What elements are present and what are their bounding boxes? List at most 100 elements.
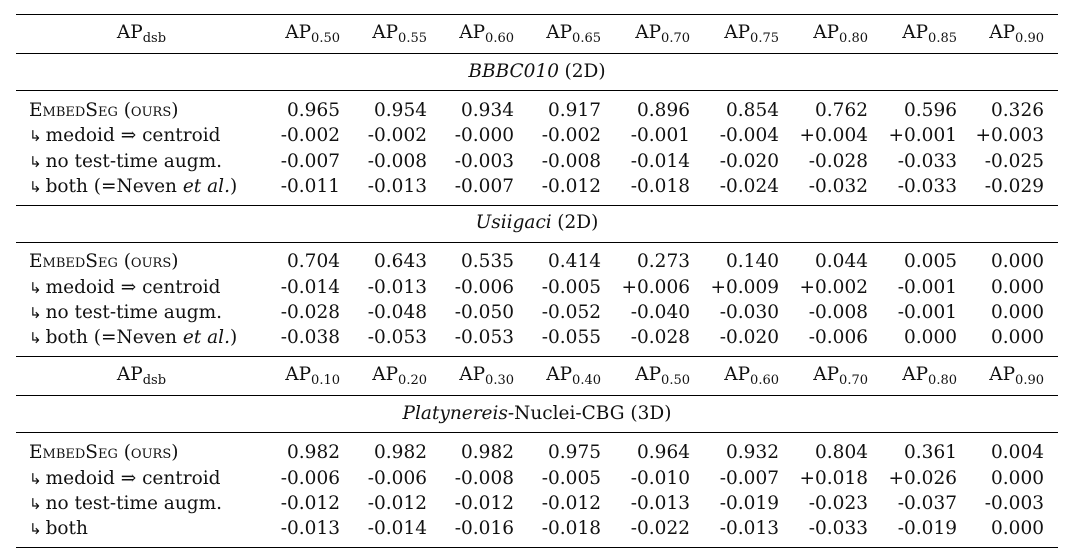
- dataset-title: Platynereis-Nuclei-CBG (3D): [16, 395, 1058, 434]
- value-cell: +0.018: [799, 467, 868, 489]
- method-end: ): [229, 175, 238, 197]
- value-cell: -0.007: [280, 150, 340, 172]
- dataset-name: BBBC010: [468, 60, 559, 82]
- value-cell: -0.040: [630, 302, 690, 324]
- sub-row-arrow-icon: ↳: [29, 469, 42, 488]
- dataset-name: Platynereis: [402, 402, 508, 424]
- method-name: EmbedSeg (ours): [29, 441, 179, 463]
- table-row: EmbedSeg (ours) 0.965 0.954 0.934 0.917 0.896…: [16, 91, 1058, 125]
- header-label: AP: [813, 21, 840, 43]
- column-header: AP0.55: [354, 14, 441, 54]
- value-cell: -0.033: [793, 516, 882, 548]
- method-name: medoid ⇒ centroid: [45, 125, 221, 147]
- header-subscript: 0.70: [661, 30, 690, 46]
- table-row: ↳ medoid ⇒ centroid -0.014 -0.013 -0.006 -0.0…: [16, 276, 1058, 301]
- header-subscript: 0.60: [750, 372, 779, 388]
- header-label: AP: [902, 363, 929, 385]
- column-header: AP0.70: [793, 356, 882, 397]
- header-subscript: 0.85: [928, 30, 957, 46]
- table-body: APdsb AP0.50 AP0.55 AP0.60 AP0.65 AP0.70 AP0.7…: [16, 14, 1058, 548]
- value-cell: -0.020: [719, 150, 779, 172]
- value-cell: 0.965: [287, 99, 340, 121]
- method-name: medoid ⇒ centroid: [45, 276, 221, 298]
- sub-row-arrow-icon: ↳: [29, 278, 42, 297]
- method-name: no test-time augm.: [45, 492, 223, 514]
- method-cell: ↳ both (=Neven et al.): [16, 326, 267, 357]
- value-cell: -0.014: [354, 516, 441, 548]
- value-cell: -0.020: [719, 327, 779, 349]
- value-cell: -0.004: [719, 125, 779, 147]
- metric-label-sub: dsb: [142, 372, 167, 388]
- value-cell: -0.001: [630, 125, 690, 147]
- value-cell: 0.932: [726, 441, 779, 463]
- value-cell: +0.006: [621, 276, 690, 298]
- value-cell: -0.014: [630, 150, 690, 172]
- header-subscript: 0.50: [311, 30, 340, 46]
- column-header: AP0.70: [615, 14, 704, 54]
- value-cell: -0.013: [367, 276, 427, 298]
- value-cell: -0.013: [704, 516, 793, 548]
- value-cell: -0.024: [719, 175, 779, 197]
- sub-row-arrow-icon: ↳: [29, 520, 42, 539]
- value-cell: 0.854: [726, 99, 779, 121]
- value-cell: -0.013: [367, 175, 427, 197]
- value-cell: -0.028: [808, 150, 868, 172]
- value-cell: -0.013: [630, 492, 690, 514]
- column-header: AP0.50: [615, 356, 704, 397]
- value-cell: -0.014: [280, 276, 340, 298]
- value-cell: -0.025: [984, 150, 1044, 172]
- value-cell: -0.008: [454, 467, 514, 489]
- value-cell: -0.019: [719, 492, 779, 514]
- method-name: both (=Neven: [45, 175, 177, 197]
- value-cell: -0.001: [897, 302, 957, 324]
- value-cell: -0.033: [897, 150, 957, 172]
- column-header: AP0.40: [528, 356, 615, 397]
- header-row: APdsb AP0.50 AP0.55 AP0.60 AP0.65 AP0.70 AP0.7…: [16, 14, 1058, 54]
- value-cell: -0.011: [280, 175, 340, 197]
- value-cell: -0.030: [719, 302, 779, 324]
- value-cell: -0.029: [984, 175, 1044, 197]
- value-cell: -0.050: [454, 302, 514, 324]
- value-cell: -0.048: [367, 302, 427, 324]
- method-cell: ↳ medoid ⇒ centroid: [16, 466, 267, 491]
- value-cell: 0.896: [637, 99, 690, 121]
- sub-row-arrow-icon: ↳: [29, 127, 42, 146]
- value-cell: -0.053: [454, 327, 514, 349]
- value-cell: 0.964: [637, 441, 690, 463]
- column-header: AP0.60: [441, 14, 528, 54]
- value-cell: -0.012: [280, 492, 340, 514]
- value-cell: 0.934: [461, 99, 514, 121]
- value-cell: -0.006: [808, 327, 868, 349]
- method-cell: EmbedSeg (ours): [16, 242, 267, 276]
- header-label: AP: [724, 21, 751, 43]
- method-cell: ↳ no test-time augm.: [16, 301, 267, 326]
- value-cell: -0.037: [897, 492, 957, 514]
- metric-label: APdsb: [16, 356, 267, 397]
- header-subscript: 0.90: [1015, 372, 1044, 388]
- ablation-results-table: APdsb AP0.50 AP0.55 AP0.60 AP0.65 AP0.70 AP0.7…: [16, 14, 1058, 548]
- metric-label-main: AP: [116, 21, 143, 43]
- value-cell: -0.010: [630, 467, 690, 489]
- header-label: AP: [459, 363, 486, 385]
- value-cell: -0.006: [280, 467, 340, 489]
- value-cell: 0.004: [991, 441, 1044, 463]
- value-cell: 0.000: [991, 276, 1044, 298]
- value-cell: -0.012: [541, 175, 601, 197]
- value-cell: -0.012: [541, 492, 601, 514]
- value-cell: 0.982: [287, 441, 340, 463]
- header-subscript: 0.75: [750, 30, 779, 46]
- value-cell: +0.009: [710, 276, 779, 298]
- method-cell: ↳ medoid ⇒ centroid: [16, 124, 267, 149]
- table-row: ↳ both (=Neven et al.) -0.011 -0.013 -0.007 -…: [16, 175, 1058, 206]
- value-cell: -0.028: [280, 302, 340, 324]
- table-row: ↳ medoid ⇒ centroid -0.006 -0.006 -0.008 -0.0…: [16, 466, 1058, 491]
- value-cell: -0.018: [528, 516, 615, 548]
- value-cell: 0.273: [637, 251, 690, 273]
- value-cell: -0.038: [280, 327, 340, 349]
- sub-row-arrow-icon: ↳: [29, 177, 42, 196]
- value-cell: -0.019: [882, 516, 971, 548]
- table-row: ↳ no test-time augm. -0.007 -0.008 -0.003 -0.…: [16, 149, 1058, 174]
- metric-label-sub: dsb: [142, 30, 167, 46]
- method-cell: ↳ no test-time augm.: [16, 149, 267, 174]
- header-subscript: 0.60: [485, 30, 514, 46]
